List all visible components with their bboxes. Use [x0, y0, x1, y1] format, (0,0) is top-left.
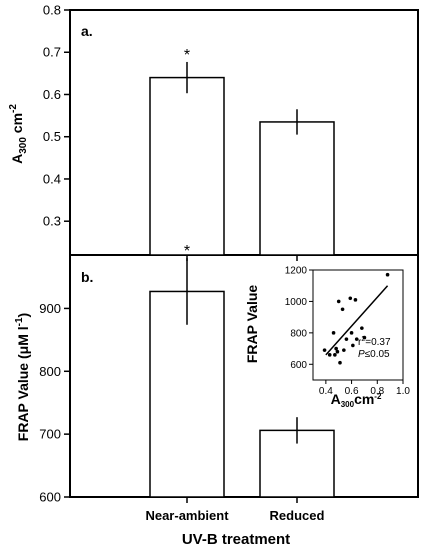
inset-data-point	[344, 337, 349, 341]
inset-frame	[312, 270, 410, 380]
panel-a-frame	[69, 9, 419, 256]
panel-a-y-tick-label: 0.5	[43, 129, 61, 144]
category-label-near-ambient: Near-ambient	[145, 508, 229, 523]
x-axis-title: UV-B treatment	[182, 531, 290, 548]
inset-data-point	[331, 331, 336, 335]
panel-a-bar	[259, 121, 335, 256]
panel-b-significance-marker: *	[184, 243, 190, 260]
inset-x-tick-label: 1.0	[396, 386, 410, 397]
panel-a-y-axis-title-main: A	[9, 154, 25, 164]
panel-a-significance-marker: *	[184, 47, 190, 64]
panel-a-y-tick-label: 0.6	[43, 87, 61, 102]
inset-data-point	[322, 348, 327, 352]
inset-x-axis-title-main: A	[331, 391, 341, 407]
inset-p-value: ≤0.05	[365, 349, 390, 360]
panel-a-y-tick-label: 0.7	[43, 45, 61, 60]
panel-a-bar	[149, 76, 225, 256]
inset-data-point	[327, 353, 332, 357]
inset-y-tick-label: 600	[290, 360, 307, 371]
panel-a-y-axis-title: A300 cm-2	[8, 104, 29, 164]
inset-r2-annotation: r2=0.37	[358, 336, 391, 348]
inset-p-label: P	[358, 349, 365, 360]
inset-data-point	[334, 346, 338, 351]
panel-a-y-axis-title-suffix: cm	[9, 113, 25, 137]
panel-b-y-tick-label: 700	[39, 427, 61, 442]
panel-b-y-tick-label: 600	[39, 490, 61, 505]
category-label-reduced: Reduced	[270, 508, 325, 523]
panel-b-y-axis-title-suffix: )	[15, 313, 31, 318]
panel-a-y-axis-title-sub: 300	[18, 137, 29, 154]
inset-data-point	[338, 360, 342, 365]
panel-b-plot: 600 700 800 900 *	[39, 243, 335, 505]
panel-a-y-tick-label: 0.8	[43, 3, 61, 18]
inset-x-axis-title-sub: 300	[341, 400, 355, 409]
panel-b-y-tick-label: 800	[39, 364, 61, 379]
inset-data-point	[349, 331, 354, 335]
panel-b-y-axis-title: FRAP Value (μM l-1)	[14, 313, 31, 441]
inset-p-annotation: P≤0.05	[358, 349, 390, 360]
inset-regression-line	[325, 285, 389, 356]
inset-y-axis-title: FRAP Value	[244, 285, 260, 364]
inset-y-tick-label: 1000	[285, 297, 308, 308]
panel-b-label: b.	[81, 269, 93, 285]
inset-data-point	[385, 272, 390, 277]
inset-data-point	[351, 343, 355, 348]
inset-y-tick-label: 1200	[285, 266, 308, 277]
inset-data-point	[340, 307, 345, 312]
panel-b-y-axis-title-sup: -1	[14, 317, 25, 326]
inset-data-point	[354, 337, 359, 341]
inset-x-axis-title: A300cm-2	[331, 391, 382, 409]
inset-x-tick-label: 0.4	[319, 386, 333, 397]
panel-b-frame	[69, 254, 419, 498]
inset-data-point	[335, 349, 340, 354]
panel-a-plot: 0.3 0.4 0.5 0.6 0.7 0.8 *	[43, 3, 335, 261]
inset-r2-label: r	[358, 337, 362, 348]
inset-r2-sup: 2	[361, 336, 365, 343]
panel-b-y-tick-label: 900	[39, 301, 61, 316]
inset-data-point	[333, 353, 337, 357]
inset-x-tick-label: 0.6	[345, 386, 359, 397]
panel-a-y-tick-label: 0.4	[43, 171, 61, 186]
panel-b-y-axis-title-main: FRAP Value (μM l	[15, 326, 31, 441]
inset-data-point	[348, 296, 353, 301]
panel-a-y-tick-label: 0.3	[43, 214, 61, 229]
inset-data-point	[362, 335, 367, 340]
inset-data-point	[353, 298, 358, 302]
inset-x-axis-title-sup: -2	[374, 392, 382, 401]
inset-data-point	[360, 326, 364, 330]
panel-a-y-axis-title-sup: -2	[8, 104, 19, 113]
inset-axes-frame	[312, 269, 404, 381]
inset-data-point	[342, 348, 346, 352]
panel-a-label: a.	[81, 23, 93, 39]
inset-r2-value: =0.37	[365, 337, 391, 348]
inset-y-tick-label: 800	[290, 328, 307, 339]
inset-data-point	[336, 299, 341, 304]
inset-x-axis-title-suffix: cm	[354, 391, 374, 407]
inset-x-tick-label: 0.8	[370, 386, 384, 397]
inset-scatter-plot: 600 800 1000 1200 0.4 0.6 0.8 1.0	[285, 266, 411, 398]
